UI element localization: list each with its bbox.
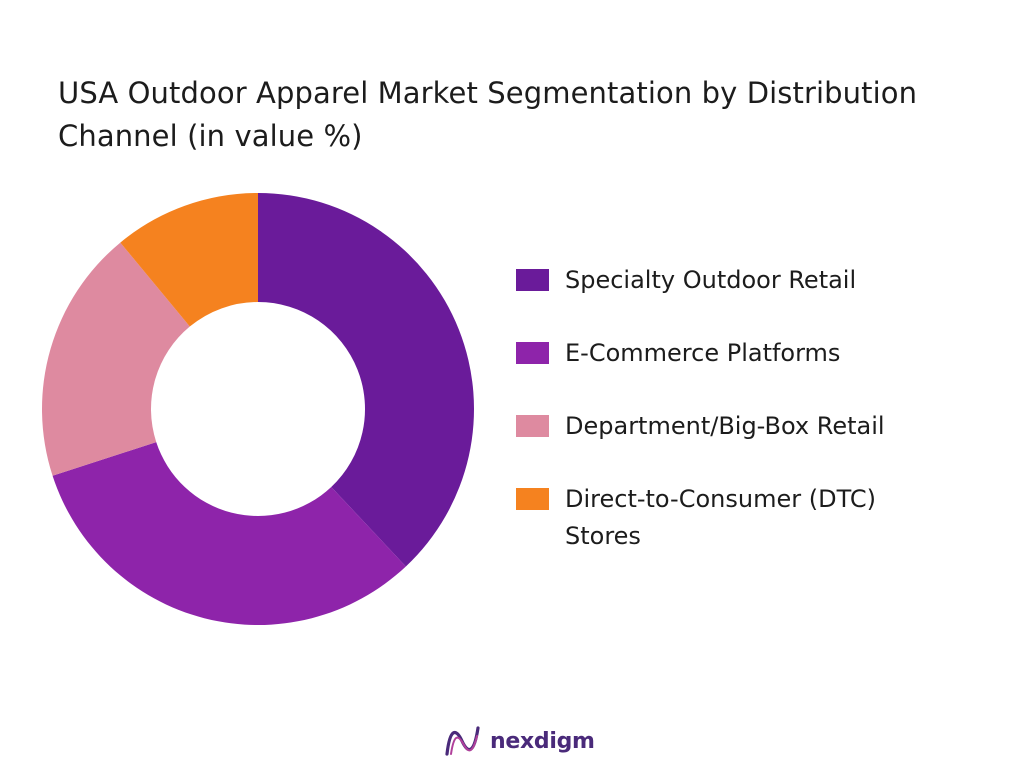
donut-slice-direct-to-consumer-dtc-stores[interactable] bbox=[120, 193, 258, 327]
legend-item-e-commerce-platforms[interactable]: E-Commerce Platforms bbox=[516, 335, 996, 372]
donut-slice-department-big-box-retail[interactable] bbox=[42, 242, 190, 476]
legend-item-direct-to-consumer-stores[interactable]: Direct-to-Consumer (DTC) Stores bbox=[516, 481, 996, 555]
legend-item-department-big-box-retail[interactable]: Department/Big-Box Retail bbox=[516, 408, 996, 445]
legend-label: E-Commerce Platforms bbox=[565, 339, 841, 367]
nexdigm-logo-mark-icon bbox=[445, 726, 480, 756]
legend-swatch bbox=[516, 488, 549, 510]
nexdigm-logo: nexdigm bbox=[444, 722, 595, 760]
legend-item-specialty-outdoor-retail[interactable]: Specialty Outdoor Retail bbox=[516, 262, 996, 299]
legend-swatch bbox=[516, 269, 549, 291]
nexdigm-wordmark: nexdigm bbox=[490, 728, 595, 754]
chart-title: USA Outdoor Apparel Market Segmentation … bbox=[58, 76, 918, 153]
legend-swatch bbox=[516, 342, 549, 364]
donut-chart bbox=[42, 193, 474, 625]
legend-label: Specialty Outdoor Retail bbox=[565, 266, 857, 294]
legend-swatch bbox=[516, 415, 549, 437]
legend-label: Department/Big-Box Retail bbox=[565, 412, 885, 440]
donut-slice-e-commerce-platforms[interactable] bbox=[52, 442, 406, 625]
legend-label: Direct-to-Consumer (DTC) Stores bbox=[565, 485, 876, 550]
donut-slice-specialty-outdoor-retail[interactable] bbox=[258, 193, 474, 567]
legend: Specialty Outdoor Retail E-Commerce Plat… bbox=[516, 262, 996, 555]
